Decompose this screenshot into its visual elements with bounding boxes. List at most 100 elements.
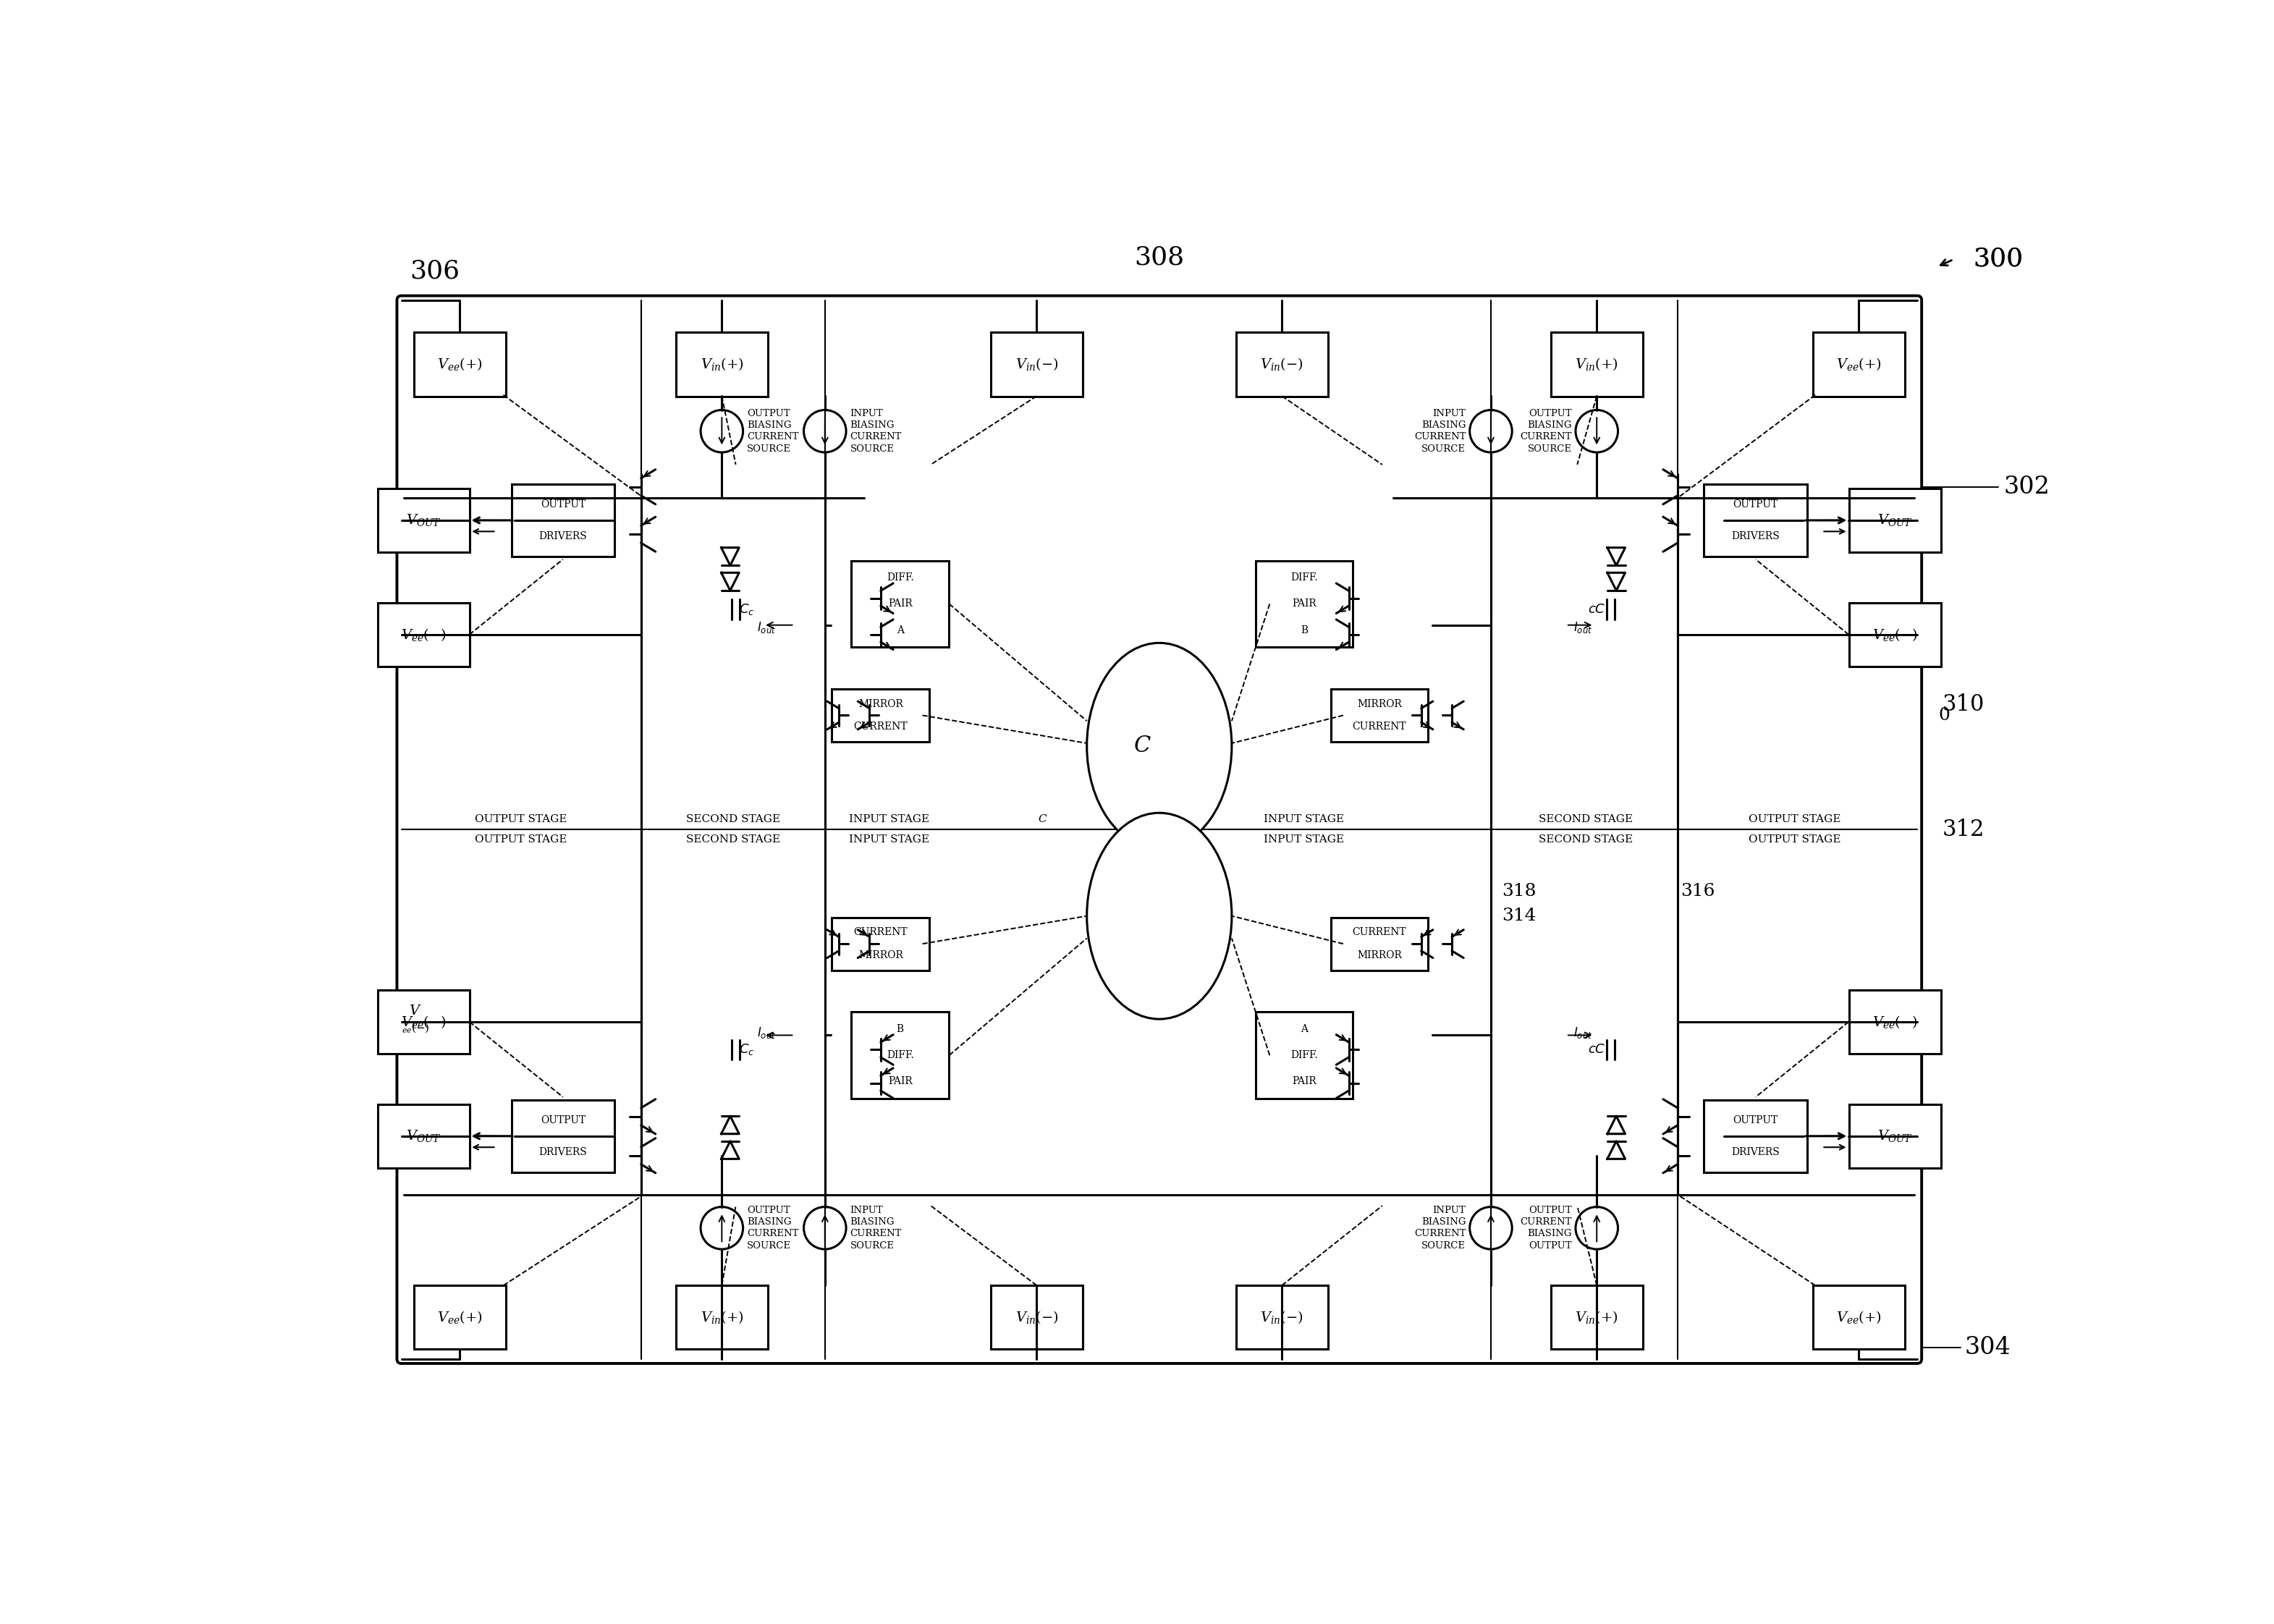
Bar xyxy=(1237,333,1328,396)
Text: CURRENT: CURRENT xyxy=(1414,432,1467,442)
Text: BIASING: BIASING xyxy=(1528,421,1571,430)
Text: CURRENT: CURRENT xyxy=(746,1229,798,1239)
Bar xyxy=(850,1012,948,1098)
Text: DIFF.: DIFF. xyxy=(1292,1051,1319,1060)
Text: B: B xyxy=(1301,625,1308,635)
Text: OUTPUT STAGE: OUTPUT STAGE xyxy=(1749,835,1840,844)
Text: PAIR: PAIR xyxy=(887,1077,912,1086)
Bar xyxy=(1255,560,1353,646)
Text: $V_{ee}(+)$: $V_{ee}(+)$ xyxy=(1835,1309,1881,1325)
Circle shape xyxy=(803,1207,846,1249)
Text: SECOND STAGE: SECOND STAGE xyxy=(687,835,780,844)
Text: 300: 300 xyxy=(1974,247,2024,271)
Circle shape xyxy=(803,409,846,453)
Text: CURRENT: CURRENT xyxy=(1519,1218,1571,1226)
Text: BIASING: BIASING xyxy=(746,1218,791,1226)
Text: $V_{ee}(+)$: $V_{ee}(+)$ xyxy=(1835,356,1881,372)
Text: PAIR: PAIR xyxy=(1292,1077,1317,1086)
Text: OUTPUT: OUTPUT xyxy=(746,1205,789,1215)
Text: $I_{out}$: $I_{out}$ xyxy=(1574,620,1592,635)
Text: SOURCE: SOURCE xyxy=(850,1241,894,1250)
Bar xyxy=(414,333,505,396)
Text: SOURCE: SOURCE xyxy=(1528,443,1571,453)
Text: CURRENT: CURRENT xyxy=(853,927,907,937)
Text: $V_{in}(+)$: $V_{in}(+)$ xyxy=(1576,356,1619,372)
Text: $I_{out}$: $I_{out}$ xyxy=(757,620,775,635)
Bar xyxy=(377,489,471,552)
Text: CURRENT: CURRENT xyxy=(1353,927,1405,937)
Bar xyxy=(1849,603,1942,666)
Text: BIASING: BIASING xyxy=(1528,1229,1571,1239)
Text: INPUT STAGE: INPUT STAGE xyxy=(1264,815,1344,825)
Circle shape xyxy=(1576,409,1617,453)
Text: $V_{ee}(+)$: $V_{ee}(+)$ xyxy=(437,356,482,372)
Bar xyxy=(675,333,769,396)
Circle shape xyxy=(1576,1207,1617,1249)
Text: 0: 0 xyxy=(1937,706,1949,724)
Bar xyxy=(991,333,1082,396)
Text: INPUT: INPUT xyxy=(850,1205,882,1215)
Text: OUTPUT: OUTPUT xyxy=(746,409,789,419)
Text: $V_{in}(-)$: $V_{in}(-)$ xyxy=(1260,356,1303,372)
Text: $V_{OUT}$: $V_{OUT}$ xyxy=(1878,1129,1912,1143)
Text: $V_{ee}(-)$: $V_{ee}(-)$ xyxy=(1872,627,1917,643)
Text: CURRENT: CURRENT xyxy=(1519,432,1571,442)
Text: $V_{in}(-)$: $V_{in}(-)$ xyxy=(1014,1309,1057,1325)
Text: SOURCE: SOURCE xyxy=(746,1241,791,1250)
Text: 312: 312 xyxy=(1942,818,1985,841)
Text: $V$: $V$ xyxy=(409,1004,421,1017)
Text: CURRENT: CURRENT xyxy=(1353,721,1405,732)
Text: OUTPUT: OUTPUT xyxy=(541,1116,584,1125)
Bar xyxy=(1330,918,1428,970)
Bar xyxy=(1849,489,1942,552)
Text: $V_{in}(+)$: $V_{in}(+)$ xyxy=(700,356,744,372)
Text: $I_{out}$: $I_{out}$ xyxy=(1574,1026,1592,1041)
Ellipse shape xyxy=(1087,643,1233,849)
Text: 302: 302 xyxy=(2003,476,2049,499)
Bar xyxy=(832,689,930,742)
Circle shape xyxy=(700,1207,744,1249)
Text: MIRROR: MIRROR xyxy=(1358,698,1401,710)
Text: OUTPUT: OUTPUT xyxy=(541,500,584,510)
Text: SECOND STAGE: SECOND STAGE xyxy=(687,815,780,825)
Text: $V_{OUT}$: $V_{OUT}$ xyxy=(1878,513,1912,528)
Text: 304: 304 xyxy=(1965,1337,2010,1359)
Text: B: B xyxy=(896,1025,903,1034)
Text: INPUT: INPUT xyxy=(850,409,882,419)
Text: MIRROR: MIRROR xyxy=(857,698,903,710)
Text: $V_{OUT}$: $V_{OUT}$ xyxy=(407,1129,441,1143)
Text: OUTPUT: OUTPUT xyxy=(1528,1241,1571,1250)
Text: INPUT STAGE: INPUT STAGE xyxy=(1264,835,1344,844)
Text: $V_{OUT}$: $V_{OUT}$ xyxy=(407,513,441,528)
Text: $V_{ee}(-)$: $V_{ee}(-)$ xyxy=(400,1013,446,1030)
Text: $V_{in}(-)$: $V_{in}(-)$ xyxy=(1260,1309,1303,1325)
Text: $C_c$: $C_c$ xyxy=(739,1043,755,1057)
Text: OUTPUT: OUTPUT xyxy=(1733,500,1778,510)
Bar xyxy=(414,1285,505,1350)
Text: 314: 314 xyxy=(1503,908,1537,924)
Text: BIASING: BIASING xyxy=(850,421,894,430)
Ellipse shape xyxy=(1087,814,1233,1020)
Bar xyxy=(675,1285,769,1350)
Text: $cC$: $cC$ xyxy=(1587,603,1605,615)
Text: SOURCE: SOURCE xyxy=(1421,443,1467,453)
Bar xyxy=(832,918,930,970)
FancyBboxPatch shape xyxy=(398,296,1922,1364)
Bar xyxy=(512,484,614,557)
Text: CURRENT: CURRENT xyxy=(850,1229,903,1239)
Text: BIASING: BIASING xyxy=(850,1218,894,1226)
Bar xyxy=(1849,1104,1942,1168)
Bar xyxy=(1237,1285,1328,1350)
Text: PAIR: PAIR xyxy=(1292,599,1317,609)
Bar xyxy=(1703,1099,1808,1173)
Bar xyxy=(1849,989,1942,1054)
Text: $_{ee}(-)$: $_{ee}(-)$ xyxy=(400,1021,430,1034)
Text: 318: 318 xyxy=(1503,882,1537,900)
Circle shape xyxy=(1469,409,1512,453)
Text: $V_{in}(+)$: $V_{in}(+)$ xyxy=(700,1309,744,1325)
Text: OUTPUT STAGE: OUTPUT STAGE xyxy=(1749,815,1840,825)
Text: CURRENT: CURRENT xyxy=(1414,1229,1467,1239)
Circle shape xyxy=(700,409,744,453)
Text: DIFF.: DIFF. xyxy=(1292,573,1319,583)
Bar xyxy=(1551,1285,1642,1350)
